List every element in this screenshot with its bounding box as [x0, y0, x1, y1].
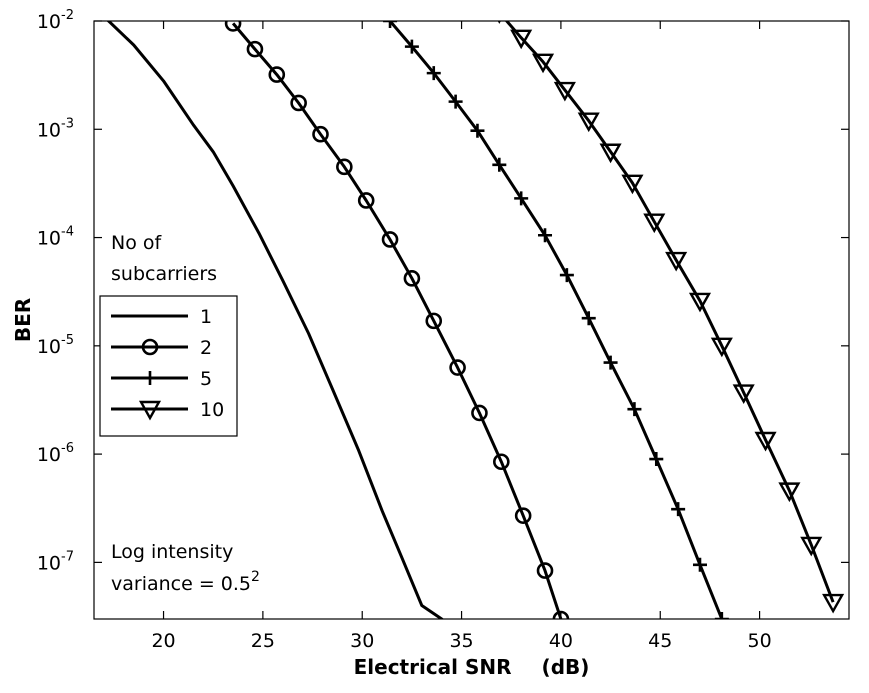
y-tick-label: 10-5 [37, 333, 74, 358]
series-line-10 [504, 21, 835, 603]
x-axis-title-text: Electrical SNR [354, 655, 512, 679]
data-point-10 [822, 593, 845, 614]
data-point-5 [714, 612, 729, 619]
data-point-10 [531, 53, 555, 74]
data-point-5 [426, 66, 441, 81]
x-tick-label: 50 [747, 630, 771, 652]
data-point-10 [510, 29, 533, 50]
y-tick-label: 10-7 [37, 549, 74, 574]
legend-marker [138, 400, 162, 421]
annotation-line1: Log intensity [111, 541, 233, 563]
x-axis-title-unit: (dB) [542, 655, 590, 679]
data-point-5 [492, 157, 507, 172]
data-point-10 [732, 384, 755, 405]
y-tick-label: 10-4 [37, 225, 74, 250]
data-point-5 [649, 452, 664, 467]
data-point-10 [800, 536, 823, 557]
data-point-10 [621, 174, 644, 195]
legend-title-line2: subcarriers [111, 263, 217, 285]
data-point-10 [710, 337, 733, 358]
x-tick-label: 30 [350, 630, 374, 652]
legend-item-10: 10 [111, 399, 224, 421]
legend-box [99, 295, 238, 437]
legend-marker [143, 371, 157, 385]
series-line-5 [388, 21, 724, 619]
data-point-2 [493, 453, 510, 471]
y-tick-label: 10-6 [37, 441, 74, 466]
y-tick-label: 10-2 [37, 8, 74, 33]
annotation-variance-exponent: 2 [251, 569, 260, 585]
data-point-10 [553, 81, 576, 102]
legend-title-line1: No of [111, 232, 163, 254]
data-point-2 [246, 40, 264, 58]
data-point-2 [357, 192, 375, 209]
data-point-5 [603, 355, 618, 370]
legend-label: 2 [200, 337, 212, 359]
data-point-5 [671, 502, 686, 517]
series-2 [224, 21, 570, 619]
data-point-10 [778, 482, 801, 503]
data-point-2 [536, 562, 554, 579]
data-point-5 [514, 191, 529, 206]
data-point-5 [404, 39, 419, 54]
data-point-10 [577, 112, 600, 133]
y-axis-title: BER [11, 298, 35, 342]
data-point-5 [470, 123, 485, 138]
data-point-5 [559, 268, 574, 283]
annotation-variance-text: variance = 0.5 [111, 573, 251, 595]
data-point-5 [581, 311, 596, 326]
legend-item-2: 2 [111, 337, 212, 359]
data-point-5 [448, 94, 463, 109]
x-tick-label: 20 [151, 630, 175, 652]
x-tick-label: 45 [648, 630, 672, 652]
data-point-5 [627, 402, 642, 417]
x-tick-label: 35 [449, 630, 473, 652]
legend-label: 1 [200, 306, 212, 328]
series-5 [383, 21, 729, 619]
x-axis-title: Electrical SNR (dB) [354, 655, 590, 679]
data-point-2 [403, 270, 421, 287]
data-point-2 [336, 158, 353, 176]
plot-frame [93, 20, 850, 620]
series-10 [497, 21, 845, 614]
data-point-10 [754, 431, 777, 452]
data-point-5 [383, 21, 398, 28]
data-point-2 [268, 66, 286, 83]
legend-marker [141, 338, 159, 356]
data-point-5 [692, 557, 707, 572]
series-line-1 [106, 21, 444, 619]
data-point-2 [381, 231, 399, 248]
data-point-10 [599, 143, 622, 164]
data-point-2 [471, 404, 488, 422]
data-point-10 [665, 251, 688, 272]
data-point-5 [538, 228, 553, 243]
x-tick-label: 25 [251, 630, 275, 652]
data-point-10 [643, 213, 666, 234]
legend-item-5: 5 [111, 368, 212, 390]
data-point-2 [449, 359, 466, 376]
x-tick-label: 40 [549, 630, 573, 652]
y-tick-label: 10-3 [37, 116, 74, 141]
data-point-2 [425, 312, 443, 330]
annotation-line2: variance = 0.52 [111, 569, 260, 595]
series-line-2 [231, 22, 563, 619]
data-point-2 [514, 507, 532, 524]
legend-label: 10 [200, 399, 224, 421]
data-point-2 [290, 94, 307, 112]
series-1 [106, 21, 444, 619]
data-point-2 [224, 21, 242, 32]
legend-item-1: 1 [111, 306, 212, 328]
legend-label: 5 [200, 368, 212, 390]
data-point-2 [312, 125, 329, 143]
data-point-10 [688, 292, 712, 313]
